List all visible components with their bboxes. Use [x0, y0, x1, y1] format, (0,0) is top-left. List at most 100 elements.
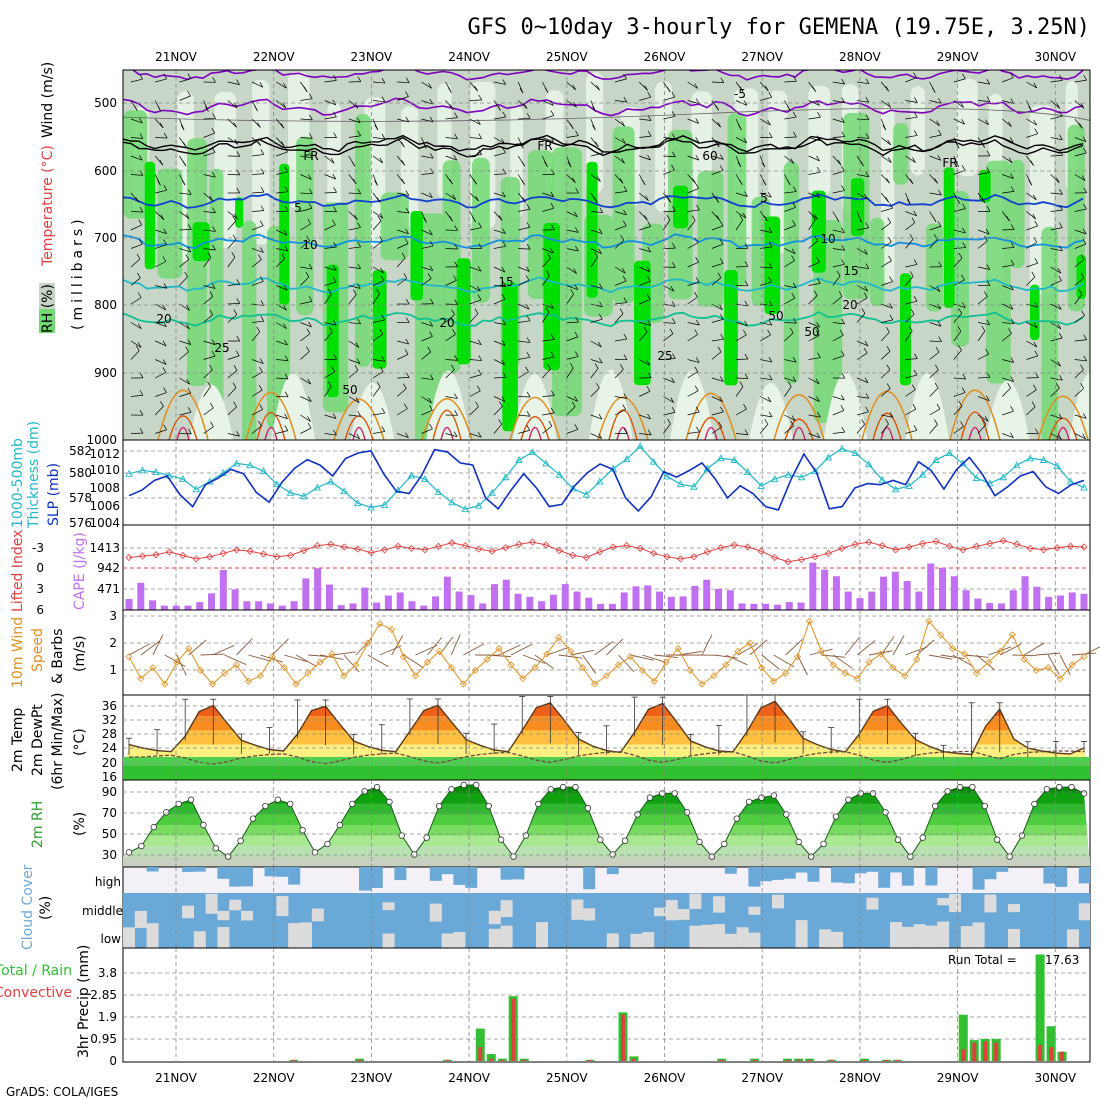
wind-barb-flag [233, 122, 237, 128]
wind-barb-flag [814, 214, 818, 220]
wind-barb [469, 266, 482, 272]
wind-barb [566, 356, 579, 360]
rh-marker [634, 811, 641, 818]
wind-barb-flag [135, 345, 140, 351]
wind-barb-flag [672, 262, 676, 268]
wind-barb [1074, 152, 1087, 157]
surface-barb [880, 636, 895, 656]
cloud-high [772, 867, 784, 880]
wind-barb [663, 115, 676, 120]
wind-barb-flag [744, 280, 749, 286]
cape-bar [667, 596, 675, 610]
cape-bar [278, 605, 286, 610]
wind-barb [397, 96, 409, 101]
wind-barb-flag [671, 301, 676, 307]
wind-barb [735, 377, 749, 379]
wind-barb-flag [571, 401, 576, 407]
wind-barb [953, 406, 963, 416]
lifted-index-marker [972, 542, 980, 550]
slp-marker [327, 477, 335, 485]
wind-barb [808, 211, 818, 220]
wind-barb [687, 137, 699, 143]
wind-barb [372, 293, 380, 305]
wind-barb-flag [454, 225, 458, 231]
precip-total-bar [497, 1058, 507, 1061]
lifted-index-marker [152, 551, 160, 559]
wind-barb-flag [429, 192, 433, 198]
wind-barb-flag [522, 197, 526, 203]
rh-marker [1031, 800, 1038, 808]
wind-barb [397, 243, 409, 249]
wind-barb-flag [498, 419, 502, 425]
wind-barb-flag [864, 377, 869, 383]
precip-convective-bar [884, 1059, 889, 1061]
rh-dry-plume [670, 370, 715, 440]
wind-barb-flag [837, 159, 842, 166]
wind-barb-flag [449, 216, 453, 222]
wind-barb [155, 244, 167, 249]
wind-barb [1002, 137, 1014, 143]
wind-barb-flag [212, 113, 216, 119]
wind-barb [445, 369, 455, 379]
temp-tick: 24 [102, 741, 117, 755]
wind-barb-flag [792, 356, 797, 363]
lifted-index-tick: 3 [36, 582, 44, 596]
wind-barb [856, 266, 869, 269]
wind-barb [590, 81, 600, 91]
wind-barb-flag [259, 220, 264, 226]
wind-speed-marker [125, 653, 133, 661]
wind-barb [276, 414, 288, 420]
wind-barb-flag [882, 124, 887, 131]
wind-barb [687, 174, 696, 184]
cape-bar [726, 590, 734, 610]
rh-dry-plume [271, 373, 316, 440]
wind-barb-flag [841, 372, 846, 379]
wind-barb-flag [327, 381, 332, 387]
cape-bar [1009, 590, 1017, 610]
pressure-tick: 500 [94, 96, 117, 110]
wind-barb-flag [307, 416, 311, 422]
wind-barb [1002, 100, 1014, 104]
wind-barb-flag [938, 261, 942, 267]
cape-bar [1021, 576, 1029, 610]
cloud-low-gap [500, 925, 513, 948]
lifted-index-marker [865, 538, 873, 546]
wind-barb [179, 276, 188, 286]
cape-bar [809, 562, 817, 610]
wind-barb [397, 81, 410, 84]
wind-barb-flag [984, 291, 988, 297]
wind-barb-flag [405, 338, 410, 345]
contour-label: -5 [734, 87, 746, 101]
wind-barb-flag [1080, 254, 1085, 260]
wind-barb-flag [986, 264, 991, 270]
wind-barb-flag [333, 354, 337, 360]
wind-barb [1001, 118, 1012, 127]
wind-barb-flag [207, 252, 212, 258]
wind-barb [251, 118, 261, 128]
wind-barb-flag [592, 124, 596, 131]
wind-barb-flag [547, 252, 551, 259]
isotherm-25 [949, 389, 1001, 440]
wind-barb-flag [381, 356, 386, 362]
wind-barb-flag [1032, 213, 1037, 220]
wind-barb-flag [886, 178, 890, 184]
wind-barb-flag [550, 202, 555, 209]
wind-barb [324, 293, 332, 305]
rh-saturated-region [724, 270, 738, 386]
surface-barb [869, 650, 893, 656]
wind-barb-flag [1010, 72, 1014, 78]
precip-total-bar [1046, 1026, 1056, 1061]
cloud-high [453, 867, 466, 885]
wind-barb [566, 248, 579, 252]
precip-convective-bar [1049, 1047, 1054, 1061]
contour-label: 50 [768, 309, 783, 323]
rh-moist-region [157, 168, 183, 279]
wind-barb [179, 411, 192, 416]
wind-barb-flag [1081, 175, 1086, 181]
rh-saturated-region [372, 270, 387, 369]
wind-barb-flag [162, 359, 167, 365]
wind-barb [179, 322, 190, 330]
wind-barb [1002, 155, 1013, 164]
top-date-axis: 21NOV 22NOV 23NOV 24NOV 25NOV 26NOV 27NOV 28NOV… [155, 50, 1077, 64]
wind-barb [397, 229, 409, 235]
